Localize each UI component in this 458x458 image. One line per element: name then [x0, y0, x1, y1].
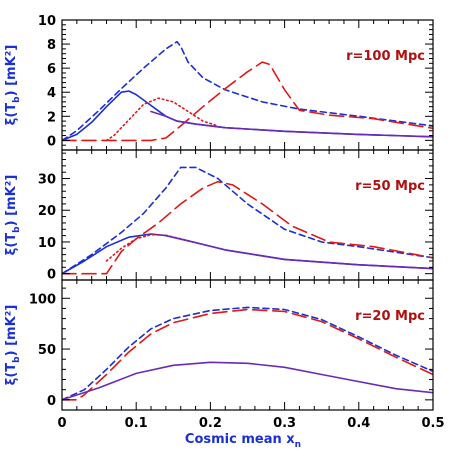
- series-group: [62, 306, 433, 401]
- panel-frame: [61, 149, 434, 281]
- panel-annotation: r=100 Mpc: [346, 49, 425, 64]
- series-group: [62, 40, 433, 142]
- y-tick-label: 10: [38, 14, 56, 29]
- series-line-solid-purple: [62, 361, 433, 401]
- panel-2: 0 10 20 30 r=50 Mpc ξ(Tb) [mK²]: [4, 149, 434, 283]
- x-tick-label: 0.5: [421, 416, 444, 431]
- series-line-dashed-blue: [62, 306, 433, 401]
- y-tick-label: 4: [47, 86, 56, 101]
- panel-1: 0 2 4 6 8 10 r=100 Mpc ξ(Tb) [mK²]: [4, 14, 434, 151]
- y-axis-label-main: ξ(T: [4, 103, 19, 126]
- series-line-longdash-red: [62, 61, 433, 142]
- x-tick-label: 0.3: [273, 416, 296, 431]
- x-tick-label: 0.2: [199, 416, 222, 431]
- y-tick-label: 10: [38, 236, 56, 251]
- y-axis-label-subscript: b: [12, 96, 22, 103]
- y-tick-label: 0: [47, 134, 56, 149]
- y-tick-label: 0: [47, 394, 56, 409]
- panel-annotation: r=20 Mpc: [355, 309, 425, 324]
- panel-annotation: r=50 Mpc: [355, 179, 425, 194]
- y-tick-label: 6: [47, 62, 56, 77]
- y-axis-label: ξ(Tb) [mK²]: [4, 175, 22, 256]
- x-axis-label-subscript: n: [295, 440, 301, 450]
- y-axis-label-end: ) [mK²]: [4, 305, 19, 357]
- y-tick-label: 30: [38, 173, 56, 188]
- y-tick-label: 8: [47, 38, 56, 53]
- series-line-solid-purple: [165, 234, 433, 270]
- x-tick-label: 0.1: [125, 416, 148, 431]
- panel-frame: [61, 279, 434, 411]
- series-line-dashed-blue: [62, 166, 433, 275]
- y-tick-label: 20: [38, 204, 56, 219]
- y-tick-label: 2: [47, 110, 56, 125]
- y-axis-label-main: ξ(T: [4, 233, 19, 256]
- series-line-dashed-blue: [62, 40, 433, 142]
- y-axis-label: ξ(Tb) [mK²]: [4, 305, 22, 386]
- x-axis-label-main: Cosmic mean x: [185, 432, 295, 447]
- y-axis-label: ξ(Tb) [mK²]: [4, 45, 22, 126]
- series-line-longdash-red: [62, 180, 433, 275]
- y-axis-label-subscript: b: [12, 226, 22, 233]
- y-axis-label-subscript: b: [12, 356, 22, 363]
- series-group: [62, 166, 433, 275]
- x-tick-label: 0: [57, 416, 66, 431]
- y-axis-label-main: ξ(T: [4, 363, 19, 386]
- panel-3: 0 50 100 r=20 Mpc ξ(Tb) [mK²]: [4, 279, 434, 411]
- y-tick-label: 100: [29, 292, 56, 307]
- y-axis-label-end: ) [mK²]: [4, 175, 19, 227]
- y-tick-label: 0: [47, 268, 56, 283]
- x-axis-label: Cosmic mean xn: [185, 432, 301, 450]
- x-tick-label: 0.4: [347, 416, 370, 431]
- y-axis-label-end: ) [mK²]: [4, 45, 19, 97]
- series-line-solid-blue: [62, 90, 433, 142]
- series-line-dotted-red: [105, 97, 219, 142]
- y-tick-label: 50: [38, 343, 56, 358]
- series-line-solid-purple: [150, 110, 433, 138]
